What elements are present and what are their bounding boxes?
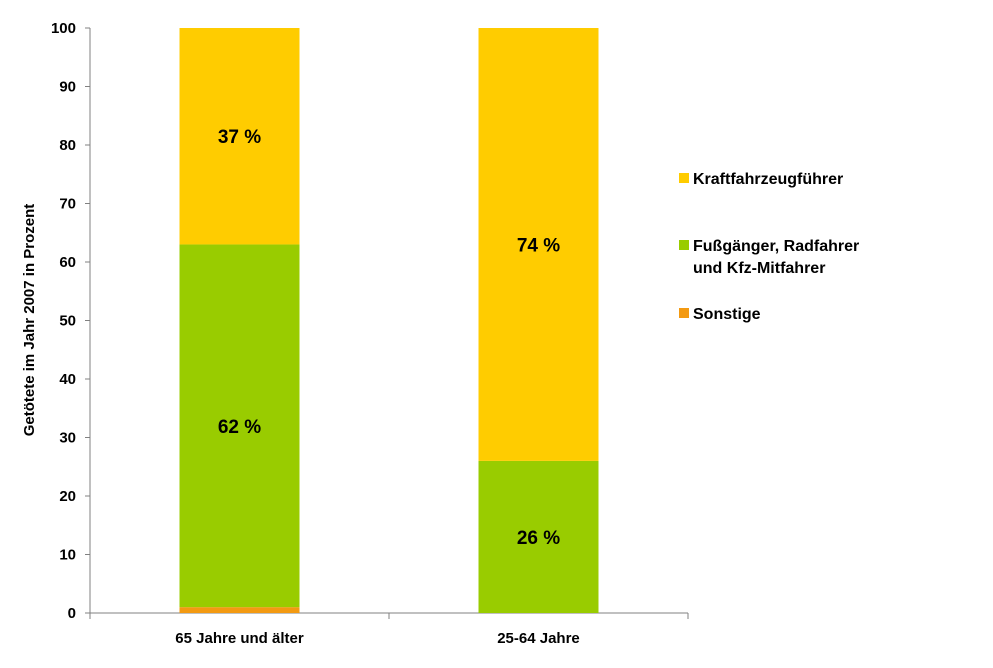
legend-label: Sonstige [693,306,761,323]
bar-segment [179,28,300,245]
x-axis: 65 Jahre und älter 25-64 Jahre [89,612,689,647]
legend-swatch [679,308,689,318]
y-tick-label: 70 [59,196,76,213]
data-label: 74 % [517,235,560,256]
y-axis: 0 10 20 30 40 50 60 70 80 90 100 [51,20,91,622]
bar-segment [478,28,599,461]
bar-segment [179,244,300,608]
data-label: 37 % [218,127,261,148]
legend-label-line: Fußgänger, Radfahrer [693,238,859,255]
legend-label-line: und Kfz-Mitfahrer [693,260,825,277]
x-tick-label: 65 Jahre und älter [175,630,304,647]
data-labels: 62 % 37 % 26 % 74 % [218,127,560,549]
y-tick-label: 30 [59,430,76,447]
legend: Kraftfahrzeugführer Fußgänger, Radfahrer u… [679,171,859,323]
y-tick-label: 0 [68,605,76,622]
data-label: 26 % [517,528,560,549]
x-tick-label: 25-64 Jahre [497,630,580,647]
data-label: 62 % [218,417,261,438]
bars [179,28,599,613]
legend-label-line: Kraftfahrzeugführer [693,171,843,188]
y-tick-label: 60 [59,254,76,271]
bar-segment [478,460,599,613]
y-tick-label: 90 [59,79,76,96]
legend-item: Kraftfahrzeugführer [679,171,843,188]
y-tick-label: 40 [59,371,76,388]
legend-swatch [679,173,689,183]
bar-segment [179,607,300,613]
legend-swatch [679,240,689,250]
legend-label: Kraftfahrzeugführer [693,171,843,188]
legend-item: Sonstige [679,306,761,323]
y-tick-label: 50 [59,313,76,330]
legend-item: Fußgänger, Radfahrer und Kfz-Mitfahrer [679,238,859,277]
y-axis-title: Getötete im Jahr 2007 in Prozent [21,204,38,437]
y-tick-label: 20 [59,488,76,505]
legend-label-line: Sonstige [693,306,761,323]
y-tick-label: 100 [51,20,76,37]
y-tick-label: 80 [59,137,76,154]
y-tick-label: 10 [59,547,76,564]
legend-label: Fußgänger, Radfahrer und Kfz-Mitfahrer [693,238,859,277]
